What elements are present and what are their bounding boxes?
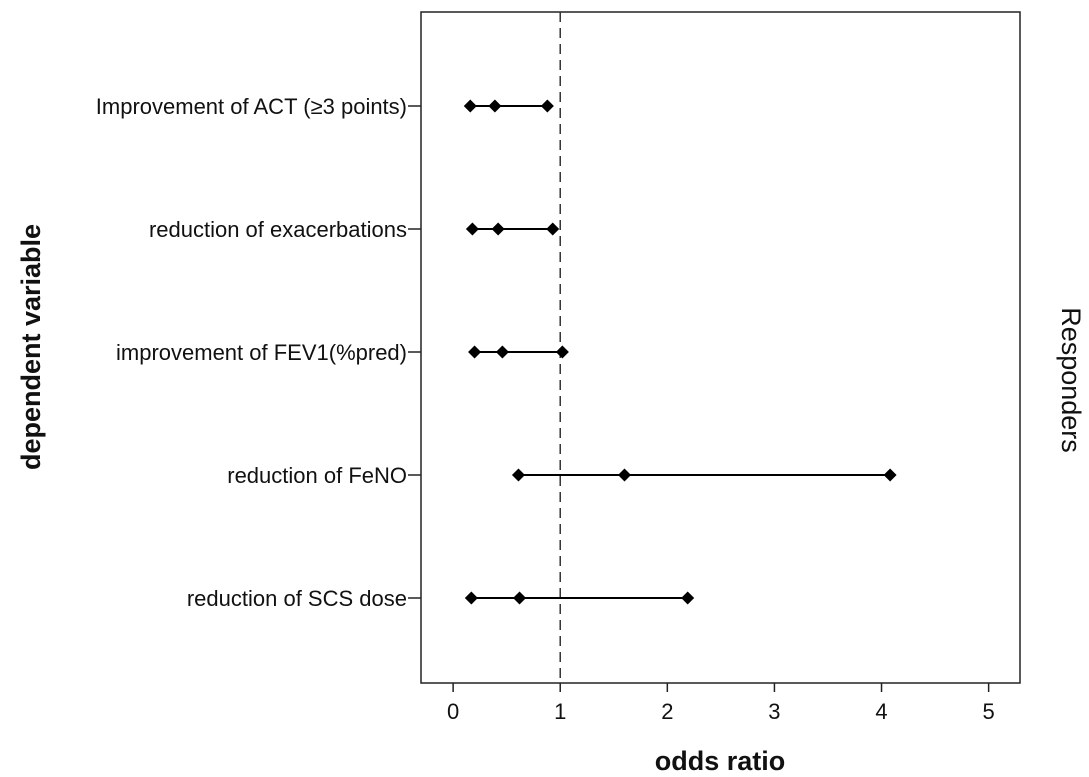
category-label: improvement of FEV1(%pred) xyxy=(116,340,407,365)
estimate-marker xyxy=(495,345,509,359)
ci-lower-marker xyxy=(465,222,479,236)
estimate-marker xyxy=(617,468,631,482)
ci-upper-marker xyxy=(883,468,897,482)
ci-lower-marker xyxy=(468,345,482,359)
x-tick-label: 1 xyxy=(554,699,566,724)
ci-upper-marker xyxy=(555,345,569,359)
x-tick-label: 3 xyxy=(768,699,780,724)
ci-lower-marker xyxy=(511,468,525,482)
data-marks xyxy=(463,99,897,605)
x-tick-label: 4 xyxy=(875,699,887,724)
estimate-marker xyxy=(491,222,505,236)
category-label: Improvement of ACT (≥3 points) xyxy=(96,94,407,119)
x-tick-label: 0 xyxy=(447,699,459,724)
category-label: reduction of SCS dose xyxy=(187,586,407,611)
y-axis-ticks: Improvement of ACT (≥3 points) reduction … xyxy=(96,94,421,611)
x-tick-label: 5 xyxy=(983,699,995,724)
x-axis-ticks: 0 1 2 3 4 5 xyxy=(447,683,995,724)
category-label: reduction of FeNO xyxy=(227,463,407,488)
estimate-marker xyxy=(488,99,502,113)
x-tick-label: 2 xyxy=(661,699,673,724)
ci-lower-marker xyxy=(463,99,477,113)
x-axis-title: odds ratio xyxy=(655,746,786,776)
category-label: reduction of exacerbations xyxy=(149,217,407,242)
ci-upper-marker xyxy=(546,222,560,236)
estimate-marker xyxy=(513,591,527,605)
ci-lower-marker xyxy=(464,591,478,605)
y-axis-title: dependent variable xyxy=(16,224,46,470)
panel-label: Responders xyxy=(1056,307,1086,453)
ci-upper-marker xyxy=(681,591,695,605)
ci-upper-marker xyxy=(540,99,554,113)
plot-frame xyxy=(420,11,1021,684)
